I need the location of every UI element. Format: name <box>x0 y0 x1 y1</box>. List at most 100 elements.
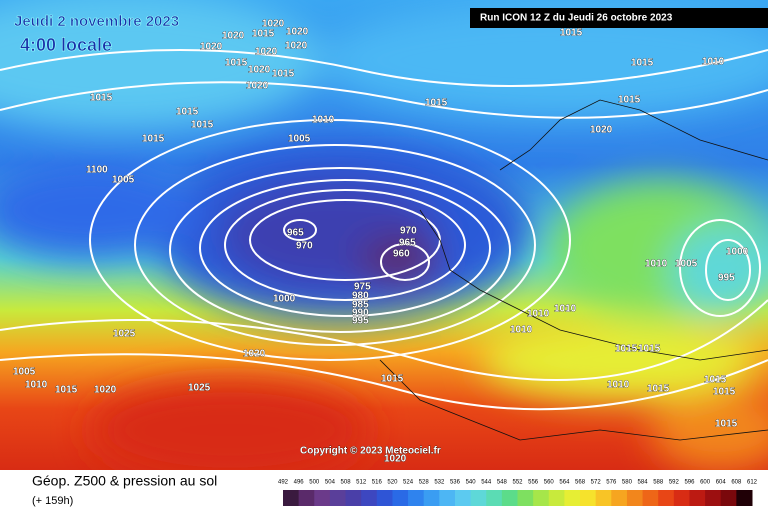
legend-tick: 612 <box>747 480 758 486</box>
pressure-label: 1020 <box>94 385 117 396</box>
pressure-label: 1015 <box>272 69 295 80</box>
legend-swatch <box>673 490 690 506</box>
legend-swatch <box>580 490 597 506</box>
legend-tick: 516 <box>372 480 383 486</box>
pressure-label: 1015 <box>631 58 654 69</box>
legend-swatch <box>501 490 518 506</box>
pressure-label: 1020 <box>243 349 266 360</box>
legend-tick: 496 <box>294 480 305 486</box>
pressure-label: 1020 <box>200 42 223 53</box>
pressure-label: 990 <box>352 308 369 319</box>
pressure-label: 1010 <box>510 325 533 336</box>
footer-title: Géop. Z500 & pression au sol <box>32 473 217 489</box>
legend-swatch <box>658 490 675 506</box>
legend-tick: 608 <box>731 480 742 486</box>
pressure-label: 1020 <box>255 47 278 58</box>
pressure-label: 1100 <box>86 165 108 176</box>
pressure-label: 1005 <box>112 175 135 186</box>
pressure-label: 965 <box>399 238 416 249</box>
pressure-label: 1015 <box>252 29 275 40</box>
pressure-label: 1015 <box>647 384 670 395</box>
legend-tick: 596 <box>684 480 695 486</box>
pressure-label: 1000 <box>273 294 296 305</box>
pressure-label: 975 <box>354 282 371 293</box>
legend-tick: 568 <box>575 480 586 486</box>
pressure-label: 1015 <box>560 28 583 39</box>
pressure-label: 1015 <box>176 107 199 118</box>
pressure-label: 1020 <box>590 125 613 136</box>
legend-swatch <box>626 490 644 506</box>
legend-swatch <box>439 490 456 506</box>
legend-swatch <box>408 490 425 506</box>
forecast-time: 4:00 locale <box>20 35 112 55</box>
pressure-label: 1015 <box>638 344 661 355</box>
legend-swatch <box>595 490 612 506</box>
legend-tick: 604 <box>716 480 727 486</box>
legend-swatch <box>736 490 753 506</box>
legend-swatch <box>283 490 300 506</box>
pressure-label: 1020 <box>286 27 309 38</box>
color-legend: 492 496 500 504 508 512 516 520 524 528 532 536 540 5… <box>278 480 758 506</box>
pressure-label: 980 <box>352 291 369 302</box>
legend-swatch <box>361 490 378 506</box>
legend-tick: 592 <box>669 480 680 486</box>
pressure-label: 1015 <box>142 134 165 145</box>
pressure-label: 1015 <box>704 375 727 386</box>
pressure-label: 1015 <box>191 120 214 131</box>
legend-tick: 588 <box>653 480 664 486</box>
forecast-date: Jeudi 2 novembre 2023 <box>14 13 179 30</box>
legend-swatch <box>611 490 628 506</box>
legend-swatch <box>376 490 393 506</box>
pressure-label: 1000 <box>726 247 749 258</box>
pressure-label: 985 <box>352 300 369 311</box>
legend-tick: 508 <box>341 480 352 486</box>
pressure-label: 1005 <box>675 259 698 270</box>
pressure-label: 970 <box>296 241 313 252</box>
legend-swatch <box>705 490 722 506</box>
legend-tick: 552 <box>512 480 523 486</box>
legend-swatch <box>689 490 706 506</box>
legend-tick: 540 <box>466 480 477 486</box>
legend-tick: 548 <box>497 480 508 486</box>
pressure-label: 1015 <box>713 387 736 398</box>
legend-tick: 524 <box>403 480 414 486</box>
legend-tick: 536 <box>450 480 461 486</box>
pressure-label: 965 <box>287 228 304 239</box>
legend-swatch <box>454 490 472 506</box>
pressure-label: 1010 <box>25 380 48 391</box>
pressure-label: 1015 <box>90 93 113 104</box>
legend-swatch <box>486 490 503 506</box>
legend-swatch <box>533 490 550 506</box>
pressure-label: 1015 <box>225 58 248 69</box>
legend-swatch <box>392 490 409 506</box>
legend-tick: 580 <box>622 480 633 486</box>
legend-tick: 600 <box>700 480 711 486</box>
legend-swatch <box>345 490 362 506</box>
pressure-label: 1010 <box>702 57 725 68</box>
pressure-label: 970 <box>400 226 417 237</box>
legend-tick: 560 <box>544 480 555 486</box>
pressure-label: 1020 <box>285 41 308 52</box>
legend-tick: 572 <box>591 480 602 486</box>
pressure-label: 1015 <box>615 344 638 355</box>
legend-swatch <box>564 490 581 506</box>
pressure-label: 1010 <box>554 304 577 315</box>
pressure-label: 1020 <box>248 65 271 76</box>
legend-tick: 492 <box>278 480 289 486</box>
legend-tick: 564 <box>559 480 570 486</box>
pressure-label: 1015 <box>381 374 404 385</box>
pressure-label: 1010 <box>607 380 630 391</box>
legend-swatch <box>720 490 737 506</box>
pressure-label: 1025 <box>113 329 136 340</box>
run-box <box>470 8 768 28</box>
legend-tick: 520 <box>387 480 398 486</box>
pressure-label: 1015 <box>715 419 738 430</box>
pressure-label: 1010 <box>312 115 335 126</box>
legend-swatch <box>548 490 565 506</box>
run-info: Run ICON 12 Z du Jeudi 26 octobre 2023 <box>480 13 673 24</box>
legend-swatch <box>642 490 659 506</box>
pressure-label: 1020 <box>384 454 407 465</box>
pressure-label: 1015 <box>55 385 78 396</box>
